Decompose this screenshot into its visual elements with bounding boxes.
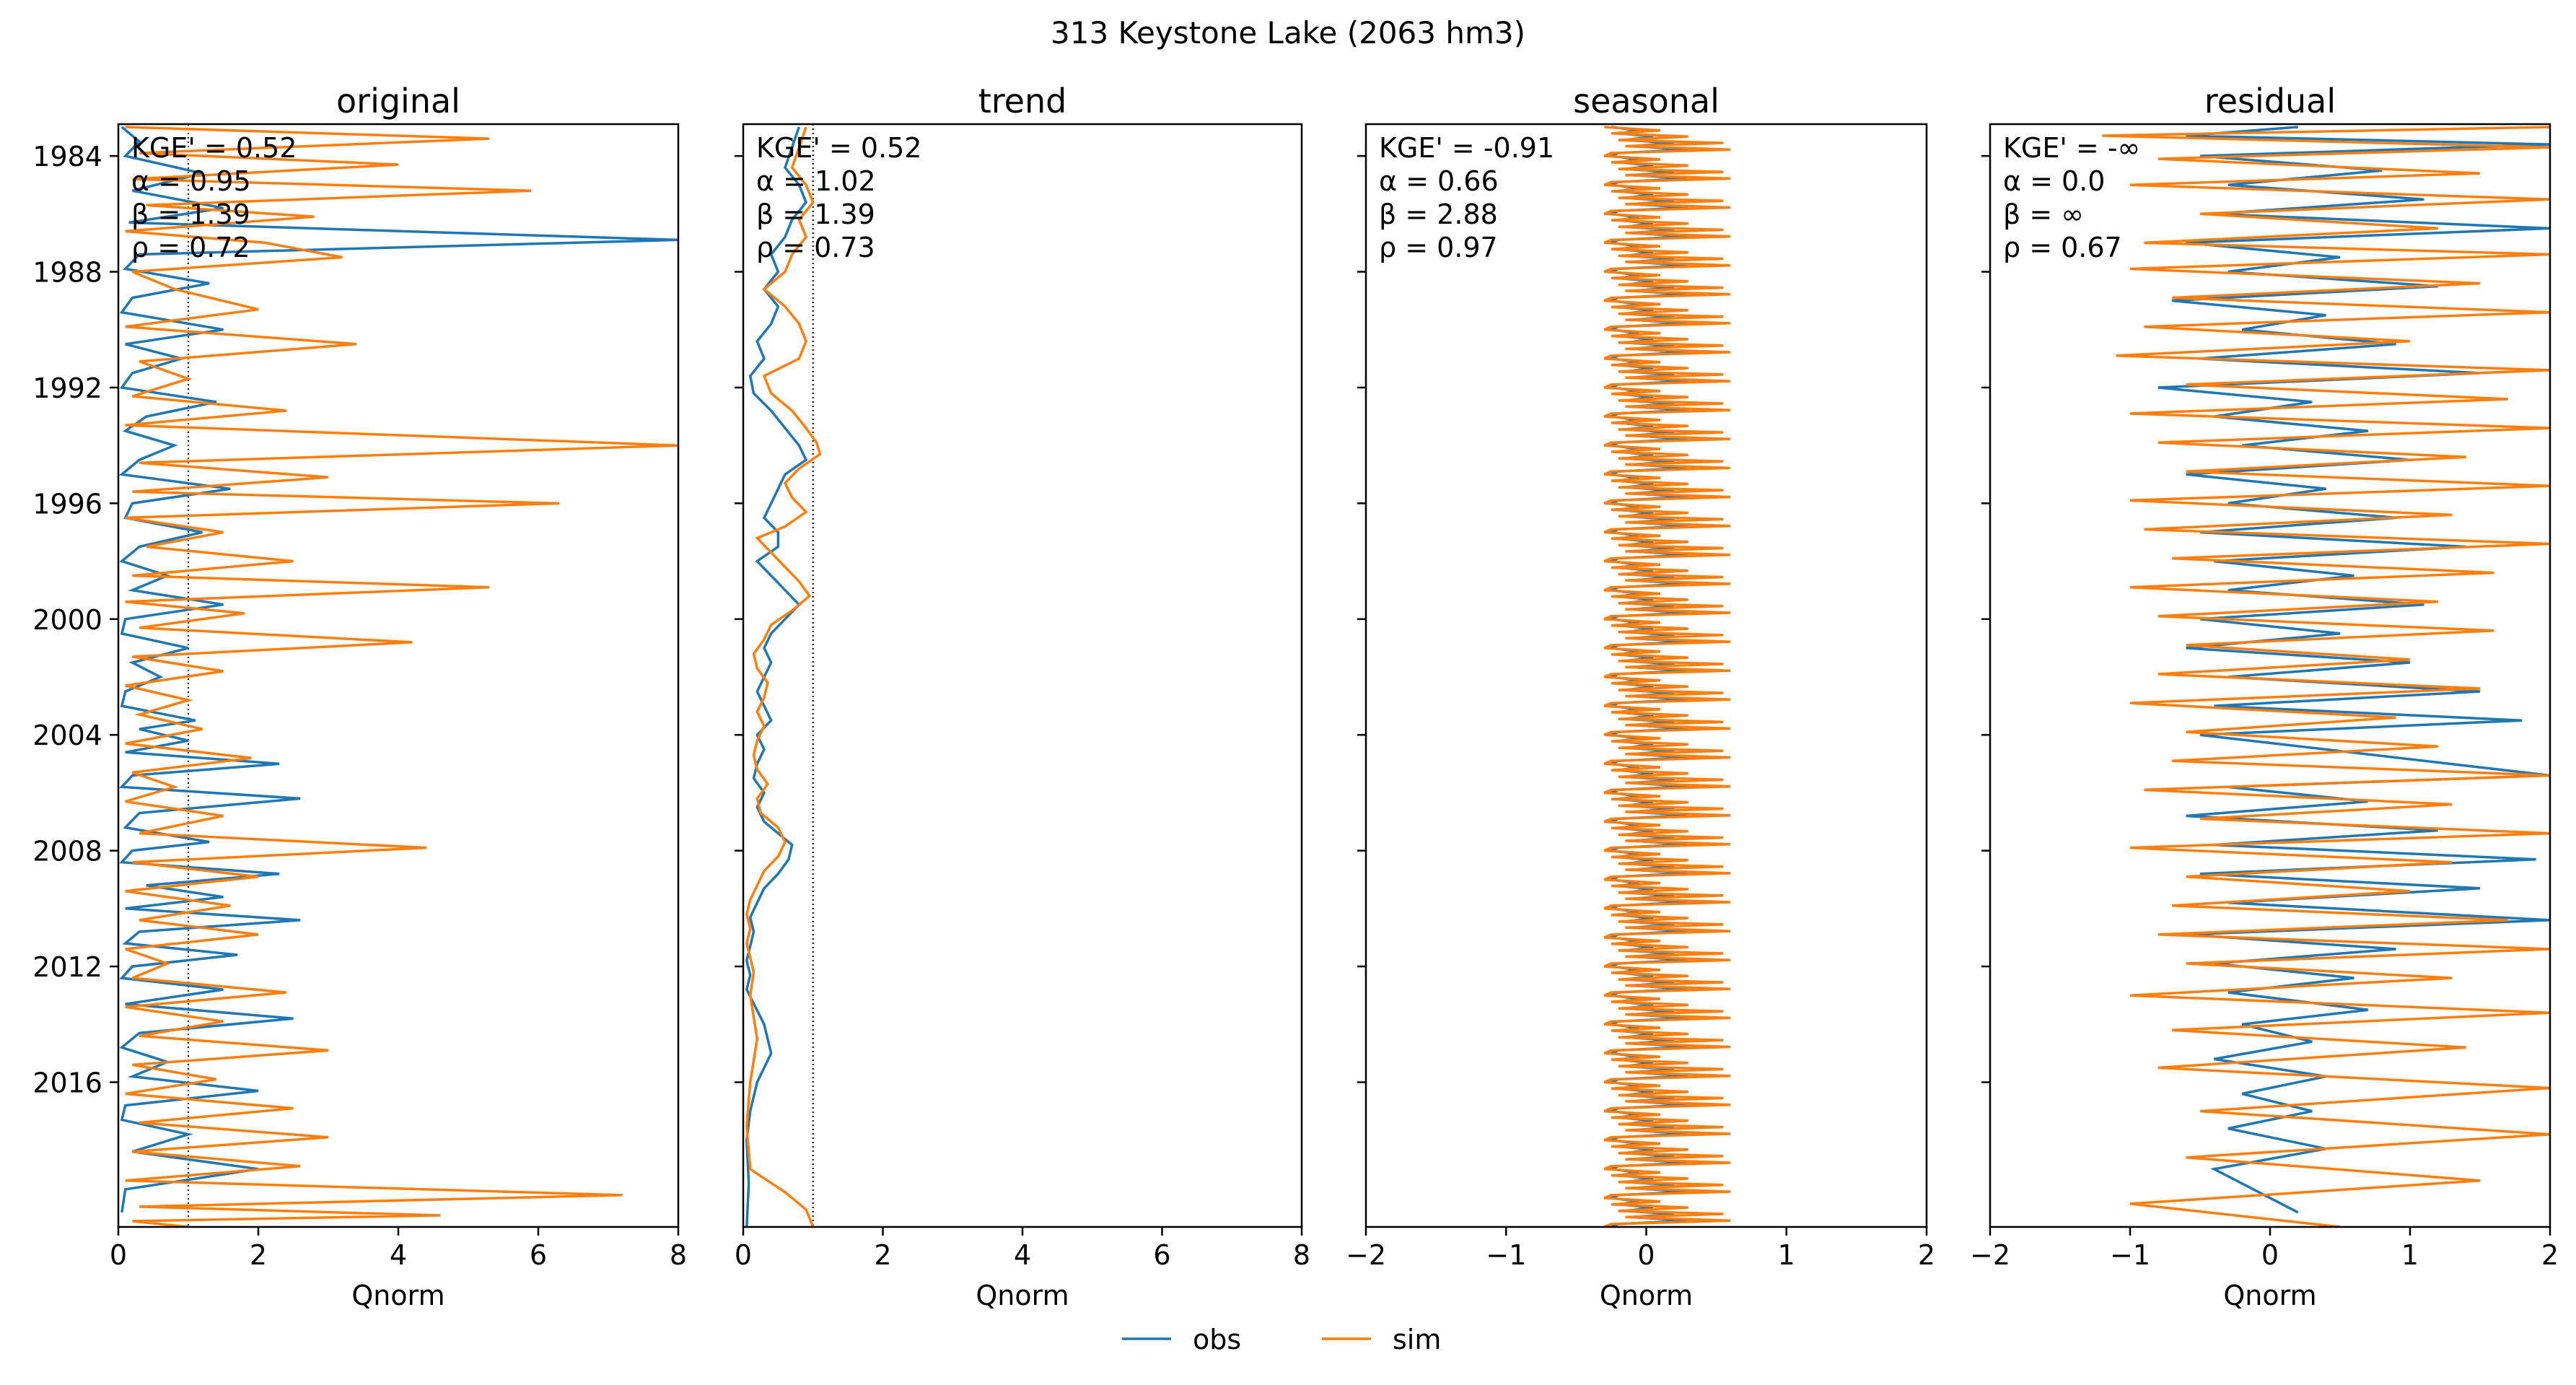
x-tick-label: −1	[1486, 1239, 1526, 1271]
x-axis-label: Qnorm	[1600, 1280, 1693, 1311]
series-line-sim	[1603, 126, 1731, 1227]
plot-area	[743, 124, 822, 1227]
legend-label-sim: sim	[1393, 1324, 1441, 1355]
metric-annotation: KGE' = -0.91	[1379, 132, 1554, 164]
y-tick-label: 2008	[32, 836, 102, 868]
x-tick-label: 8	[1293, 1239, 1310, 1271]
series-line-sim	[745, 126, 822, 1227]
metric-annotation: α = 0.95	[131, 165, 251, 197]
plot-area	[2102, 126, 2550, 1227]
metric-annotation: α = 0.0	[2003, 165, 2105, 197]
series-line-obs	[745, 126, 808, 1227]
metric-annotation: β = 1.39	[756, 198, 875, 230]
metric-annotation: KGE' = -∞	[2003, 132, 2140, 164]
plot-area	[118, 124, 678, 1227]
x-axis-label: Qnorm	[351, 1280, 444, 1311]
x-axis-label: Qnorm	[2223, 1280, 2316, 1311]
figure-suptitle: 313 Keystone Lake (2063 hm3)	[1051, 15, 1525, 51]
x-tick-label: 0	[735, 1239, 752, 1271]
panel-original: original 0 2 4 6 8 Qnorm 1984 1988 1992 1996 2000 20…	[32, 82, 687, 1311]
x-tick-label: 2	[250, 1239, 267, 1271]
y-tick-label: 2012	[32, 951, 102, 983]
panel-residual: residual −2 −1 0 1 2 Qnorm KGE' = -∞α = 0.0β = …	[1970, 82, 2559, 1311]
panel-title: residual	[2204, 82, 2336, 121]
panel-title: original	[336, 82, 460, 121]
y-tick-label: 1984	[32, 141, 102, 172]
metric-annotation: α = 0.66	[1379, 165, 1499, 197]
metric-annotation: ρ = 0.72	[131, 232, 250, 263]
y-tick-label: 2004	[32, 720, 102, 751]
legend: obs sim	[1122, 1324, 1441, 1355]
y-tick-label: 2000	[32, 604, 102, 636]
x-tick-label: 8	[670, 1239, 687, 1271]
x-tick-label: 2	[2541, 1239, 2559, 1271]
x-axis-label: Qnorm	[976, 1280, 1069, 1311]
x-tick-label: −2	[1346, 1239, 1386, 1271]
series-line-sim	[125, 126, 678, 1227]
metric-annotation: ρ = 0.97	[1379, 232, 1498, 263]
x-tick-label: 0	[110, 1239, 127, 1271]
x-tick-label: 1	[1778, 1239, 1795, 1271]
metric-annotation: ρ = 0.73	[756, 232, 875, 263]
x-tick-label: 0	[1637, 1239, 1655, 1271]
y-tick-label: 1992	[32, 372, 102, 404]
panel-title: seasonal	[1573, 82, 1719, 121]
x-tick-label: 1	[2401, 1239, 2419, 1271]
x-tick-label: −1	[2110, 1239, 2150, 1271]
series-line-obs	[118, 126, 678, 1213]
metric-annotation: α = 1.02	[756, 165, 876, 197]
y-tick-label: 1988	[32, 257, 102, 289]
metric-annotation: ρ = 0.67	[2003, 232, 2122, 263]
x-tick-label: 4	[1014, 1239, 1031, 1271]
plot-area	[1603, 126, 1731, 1227]
metric-annotation: KGE' = 0.52	[131, 132, 297, 164]
x-tick-label: 2	[874, 1239, 891, 1271]
metric-annotation: β = ∞	[2003, 198, 2084, 230]
legend-label-obs: obs	[1193, 1324, 1241, 1355]
metric-annotation: β = 1.39	[131, 198, 250, 230]
metric-annotation: KGE' = 0.52	[756, 132, 921, 164]
x-tick-label: 0	[2261, 1239, 2279, 1271]
x-tick-label: 6	[1153, 1239, 1170, 1271]
y-tick-label: 2016	[32, 1067, 102, 1098]
x-tick-label: 2	[1918, 1239, 1935, 1271]
x-tick-label: −2	[1970, 1239, 2010, 1271]
panel-title: trend	[978, 82, 1067, 121]
panel-seasonal: seasonal −2 −1 0 1 2 Qnorm KGE' = -0.91α = 0.66…	[1346, 82, 1935, 1311]
y-tick-label: 1996	[32, 488, 102, 520]
metric-annotation: β = 2.88	[1379, 198, 1498, 230]
x-tick-label: 4	[390, 1239, 407, 1271]
x-tick-label: 6	[530, 1239, 547, 1271]
series-line-sim	[2102, 126, 2550, 1227]
panel-trend: trend 0 2 4 6 8 Qnorm KGE' = 0.52α = 1.02β = 1.…	[735, 82, 1310, 1311]
